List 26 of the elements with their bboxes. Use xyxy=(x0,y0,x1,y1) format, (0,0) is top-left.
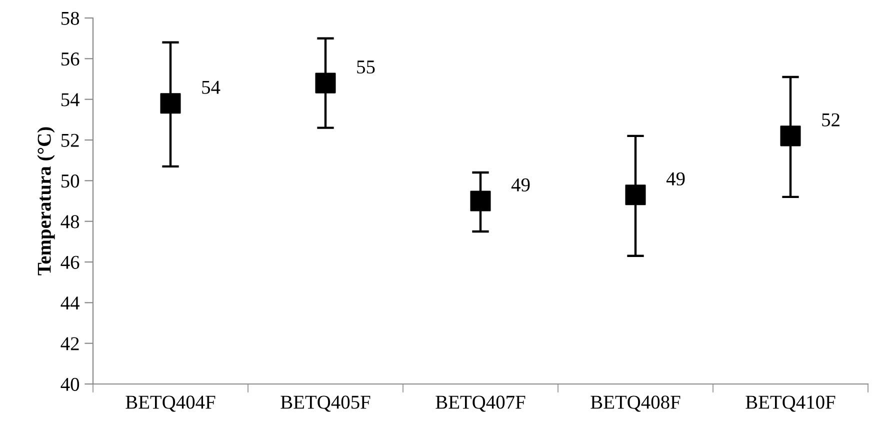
y-tick-label: 48 xyxy=(60,215,80,228)
y-tick-label: 44 xyxy=(60,296,80,310)
x-tick-label: BETQ404F xyxy=(126,396,216,412)
y-tick-label: 40 xyxy=(60,378,80,391)
y-tick-label: 56 xyxy=(61,52,80,66)
x-tick-label: BETQ407F xyxy=(436,396,526,412)
x-tick-label: BETQ408F xyxy=(590,396,680,412)
y-tick-label: 54 xyxy=(61,93,80,106)
data-label: 54 xyxy=(202,80,220,94)
data-label: 49 xyxy=(511,178,530,192)
y-tick-label: 50 xyxy=(61,174,80,188)
y-tick-label: 46 xyxy=(60,256,80,269)
y-tick-label: 52 xyxy=(61,134,79,147)
point xyxy=(315,72,336,94)
y-axis-title: Temperatura (°C) xyxy=(37,127,55,276)
data-label: 52 xyxy=(822,113,840,126)
data-label: 55 xyxy=(357,60,375,74)
point xyxy=(625,184,646,206)
x-tick-label: BETQ405F xyxy=(280,396,370,412)
y-tick-label: 58 xyxy=(61,12,80,25)
data-label: 49 xyxy=(666,172,685,186)
point xyxy=(160,93,181,114)
point xyxy=(780,126,801,146)
point xyxy=(470,190,491,212)
y-tick-label: 42 xyxy=(60,337,79,350)
x-tick-label: BETQ410F xyxy=(746,396,836,412)
